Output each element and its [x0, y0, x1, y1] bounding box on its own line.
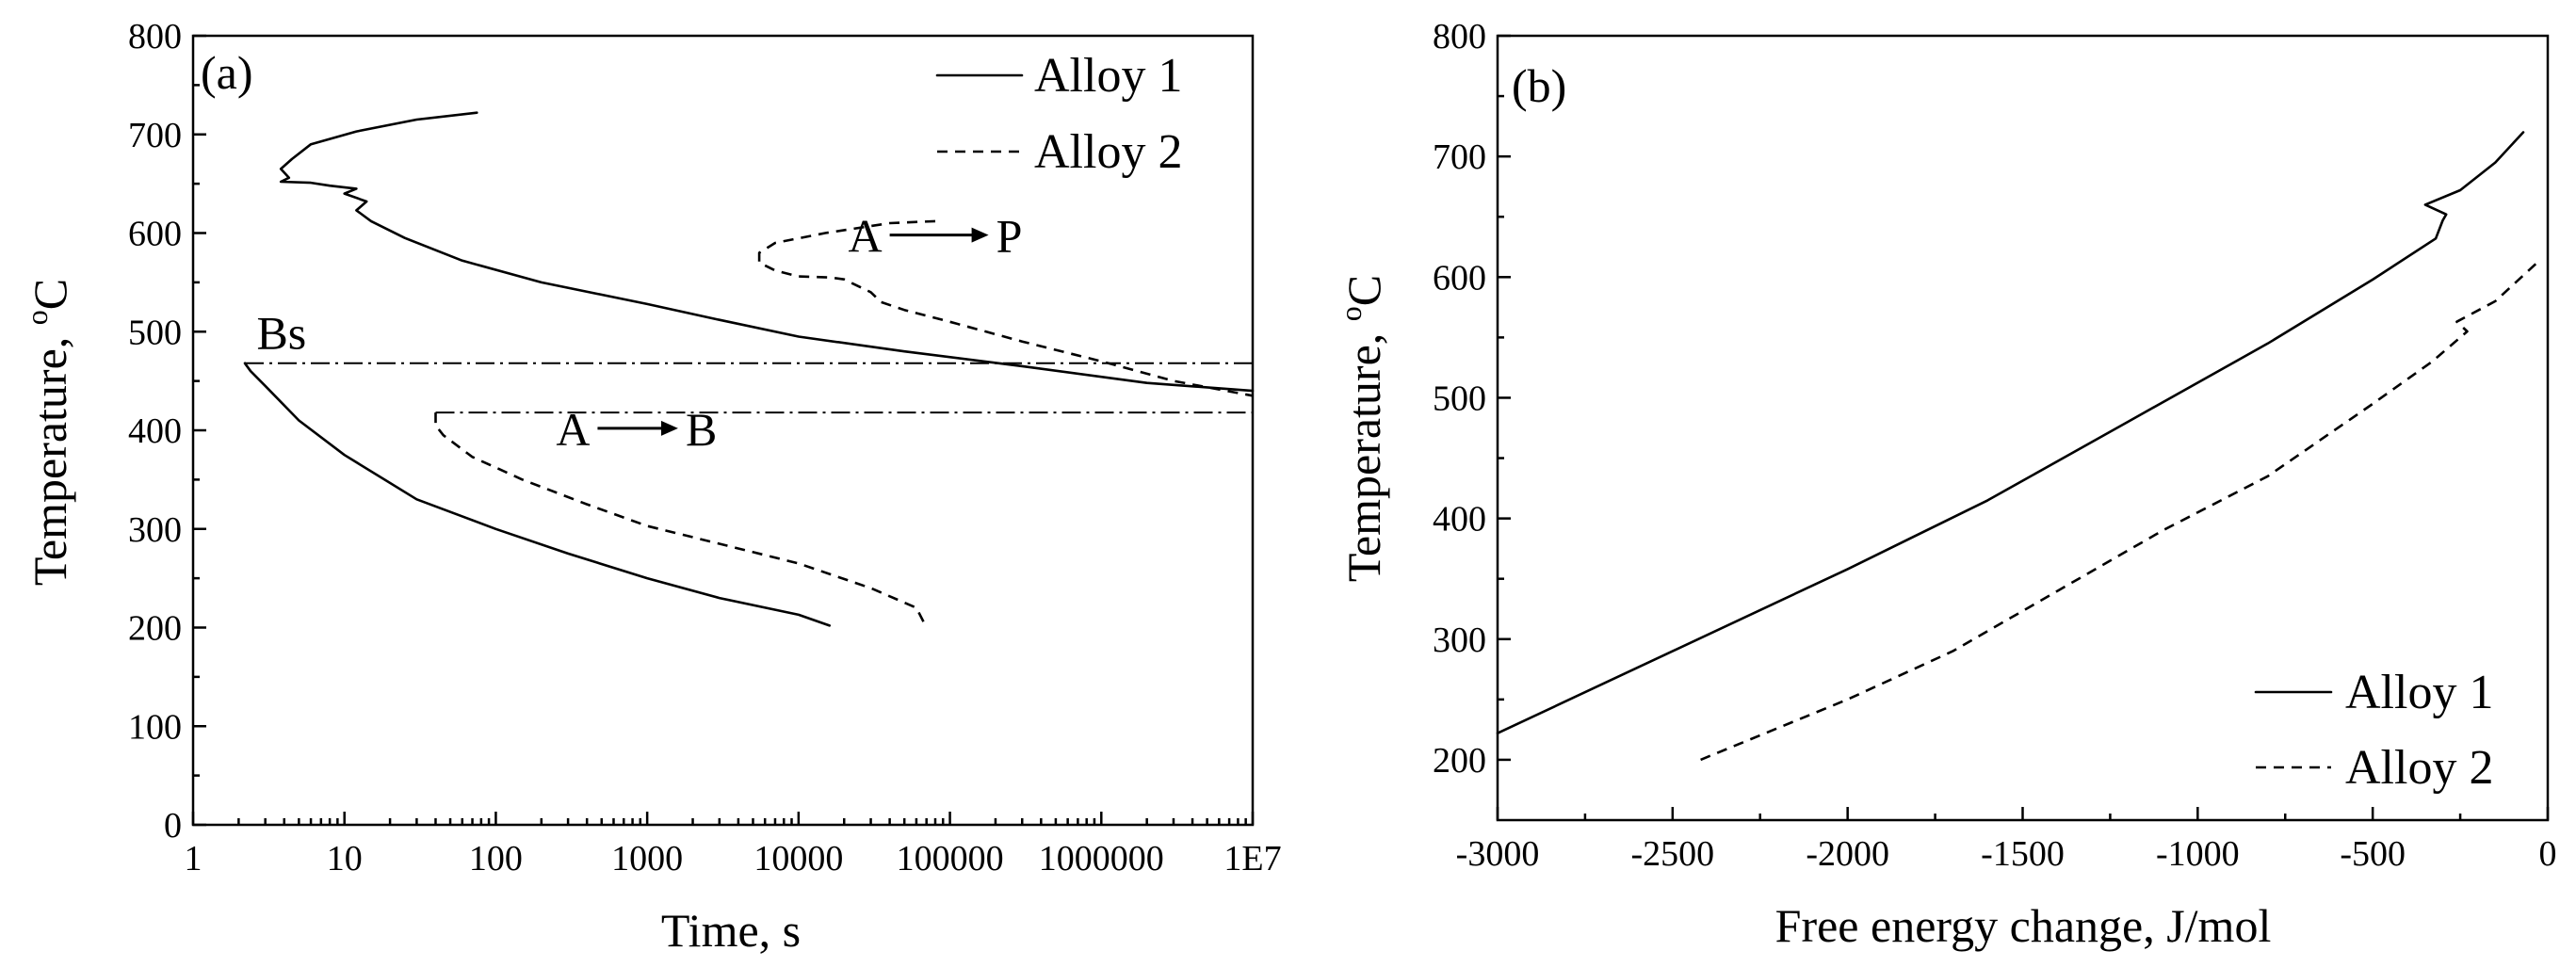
y-tick-label-a-500: 500 — [128, 313, 182, 352]
x-tick-label-b-3: -1500 — [1981, 834, 2065, 874]
y-tick-label-a-100: 100 — [128, 707, 182, 747]
annotation-a-to-p-to: P — [996, 210, 1023, 263]
x-tick-label-b-1: -2500 — [1631, 834, 1715, 874]
x-tick-label-a-4: 10000 — [753, 839, 843, 878]
x-axis-label-b: Free energy change, J/mol — [1775, 899, 2272, 952]
x-tick-label-a-1: 10 — [327, 839, 363, 878]
annotation-a-to-p-from: A — [849, 210, 883, 263]
series-b-alloy-1 — [1496, 131, 2525, 735]
annotation-a-to-p-arrowhead — [971, 227, 989, 243]
y-tick-label-b-500: 500 — [1433, 379, 1486, 418]
x-ticks-a: 1 10 100 1000 10000 100000 1000000 1E7 — [185, 812, 1282, 878]
legend-b-label-alloy-2: Alloy 2 — [2345, 741, 2493, 795]
y-tick-label-b-700: 700 — [1433, 137, 1486, 177]
x-tick-label-b-6: 0 — [2539, 834, 2557, 874]
series-a-alloy-1 — [279, 111, 1255, 393]
legend-b-label-alloy-1: Alloy 1 — [2345, 666, 2493, 719]
series-a-alloy-2-lower-branch — [434, 412, 928, 629]
x-tick-label-b-2: -2000 — [1806, 834, 1889, 874]
annotation-a-to-p: A P — [849, 210, 1023, 263]
legend-a-label-alloy-2: Alloy 2 — [1034, 125, 1182, 179]
series-a-alloy-2 — [757, 219, 1254, 397]
x-tick-label-a-0: 1 — [185, 839, 203, 878]
legend-a: Alloy 1 Alloy 2 — [935, 49, 1182, 179]
chart-panel-a: 0 100 200 300 400 500 600 700 800 1 10 100 1000 1000… — [20, 17, 1282, 957]
y-ticks-b: 200 300 400 500 600 700 800 — [1433, 17, 1511, 781]
y-tick-label-a-700: 700 — [128, 116, 182, 155]
y-tick-label-a-600: 600 — [128, 215, 182, 254]
y-tick-label-a-200: 200 — [128, 609, 182, 649]
series-b-alloy-2 — [1700, 261, 2538, 762]
x-tick-label-a-6: 1000000 — [1039, 839, 1164, 878]
annotation-bs: Bs — [256, 306, 306, 359]
y-tick-label-a-300: 300 — [128, 510, 182, 550]
y-axis-label-b: Temperature, oC — [1334, 275, 1390, 582]
plot-area-a — [243, 111, 1255, 629]
annotation-a-to-b: A B — [556, 403, 717, 456]
x-tick-label-a-5: 100000 — [897, 839, 1004, 878]
annotation-a-to-b-from: A — [556, 403, 590, 456]
panel-label-b: (b) — [1512, 59, 1566, 112]
annotation-a-to-b-arrowhead — [660, 420, 678, 436]
x-axis-label-a: Time, s — [661, 904, 801, 957]
y-ticks-a: 0 100 200 300 400 500 600 700 800 — [128, 17, 206, 846]
y-tick-label-a-0: 0 — [164, 806, 182, 846]
x-tick-label-b-0: -3000 — [1456, 834, 1540, 874]
y-tick-label-a-800: 800 — [128, 17, 182, 56]
plot-area-b — [1496, 131, 2538, 762]
legend-b: Alloy 1 Alloy 2 — [2254, 666, 2493, 795]
y-tick-label-b-200: 200 — [1433, 741, 1486, 781]
y-tick-label-b-600: 600 — [1433, 258, 1486, 298]
chart-panel-b: 200 300 400 500 600 700 800 -3000 -2500 -2000 -15… — [1334, 17, 2557, 952]
y-tick-label-b-300: 300 — [1433, 620, 1486, 660]
y-axis-label-a: Temperature, oC — [20, 279, 76, 586]
y-tick-label-b-800: 800 — [1433, 17, 1486, 56]
series-a-alloy-1-lower-branch — [243, 362, 832, 627]
x-tick-label-a-2: 100 — [469, 839, 523, 878]
panel-label-a: (a) — [201, 46, 253, 99]
legend-a-label-alloy-1: Alloy 1 — [1034, 49, 1182, 103]
x-tick-label-b-5: -500 — [2340, 834, 2406, 874]
x-ticks-b: -3000 -2500 -2000 -1500 -1000 -500 0 — [1456, 807, 2557, 874]
x-tick-label-b-4: -1000 — [2156, 834, 2240, 874]
x-tick-label-a-7: 1E7 — [1223, 839, 1281, 878]
annotation-a-to-b-to: B — [686, 403, 717, 456]
y-tick-label-a-400: 400 — [128, 411, 182, 451]
x-tick-label-a-3: 1000 — [611, 839, 683, 878]
y-tick-label-b-400: 400 — [1433, 500, 1486, 540]
